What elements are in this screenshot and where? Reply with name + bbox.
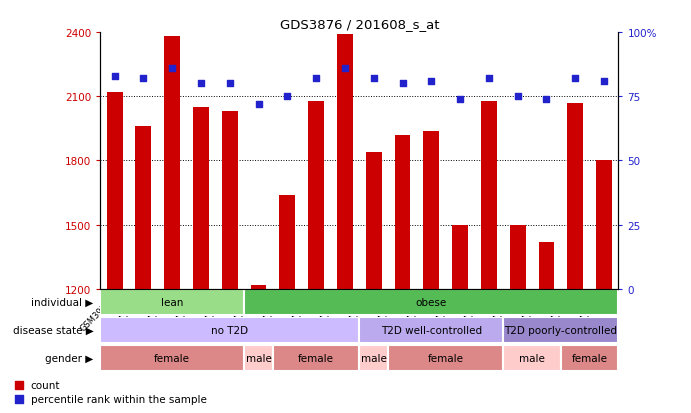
- Bar: [503, 345, 561, 371]
- Text: gender ▶: gender ▶: [45, 353, 93, 363]
- Bar: [100, 345, 244, 371]
- Point: [598, 78, 609, 85]
- Point: [14, 396, 25, 403]
- Point: [455, 96, 466, 103]
- Text: female: female: [154, 353, 190, 363]
- Text: T2D poorly-controlled: T2D poorly-controlled: [504, 325, 617, 335]
- Point: [483, 76, 494, 83]
- Point: [224, 81, 235, 88]
- Point: [109, 73, 120, 80]
- Point: [282, 94, 293, 100]
- Text: lean: lean: [161, 297, 183, 308]
- Text: no T2D: no T2D: [211, 325, 248, 335]
- Bar: [273, 345, 359, 371]
- Text: male: male: [519, 353, 545, 363]
- Bar: [337, 35, 353, 289]
- Point: [14, 382, 25, 388]
- Bar: [359, 317, 503, 343]
- Title: GDS3876 / 201608_s_at: GDS3876 / 201608_s_at: [280, 17, 439, 31]
- Point: [397, 81, 408, 88]
- Point: [368, 76, 379, 83]
- Bar: [222, 112, 238, 289]
- Bar: [510, 225, 526, 289]
- Bar: [244, 345, 273, 371]
- Bar: [452, 225, 468, 289]
- Text: female: female: [428, 353, 464, 363]
- Bar: [100, 317, 359, 343]
- Bar: [106, 93, 122, 289]
- Bar: [561, 345, 618, 371]
- Text: obese: obese: [416, 297, 447, 308]
- Point: [167, 66, 178, 72]
- Point: [512, 94, 523, 100]
- Bar: [395, 135, 410, 289]
- Bar: [135, 127, 151, 289]
- Bar: [100, 290, 244, 316]
- Bar: [538, 242, 554, 289]
- Text: percentile rank within the sample: percentile rank within the sample: [31, 394, 207, 404]
- Bar: [567, 103, 583, 289]
- Point: [426, 78, 437, 85]
- Bar: [251, 285, 267, 289]
- Text: T2D well-controlled: T2D well-controlled: [381, 325, 482, 335]
- Bar: [366, 152, 381, 289]
- Point: [138, 76, 149, 83]
- Text: male: male: [245, 353, 272, 363]
- Text: individual ▶: individual ▶: [31, 297, 93, 308]
- Point: [569, 76, 580, 83]
- Bar: [596, 161, 612, 289]
- Point: [541, 96, 552, 103]
- Bar: [388, 345, 503, 371]
- Point: [196, 81, 207, 88]
- Text: disease state ▶: disease state ▶: [12, 325, 93, 335]
- Text: female: female: [571, 353, 607, 363]
- Bar: [424, 131, 439, 289]
- Bar: [164, 37, 180, 289]
- Text: male: male: [361, 353, 387, 363]
- Bar: [279, 195, 295, 289]
- Text: count: count: [31, 380, 60, 390]
- Bar: [244, 290, 618, 316]
- Bar: [503, 317, 618, 343]
- Bar: [481, 101, 497, 289]
- Bar: [193, 108, 209, 289]
- Point: [310, 76, 321, 83]
- Point: [339, 66, 350, 72]
- Text: female: female: [298, 353, 334, 363]
- Bar: [308, 101, 324, 289]
- Point: [253, 102, 264, 108]
- Bar: [359, 345, 388, 371]
